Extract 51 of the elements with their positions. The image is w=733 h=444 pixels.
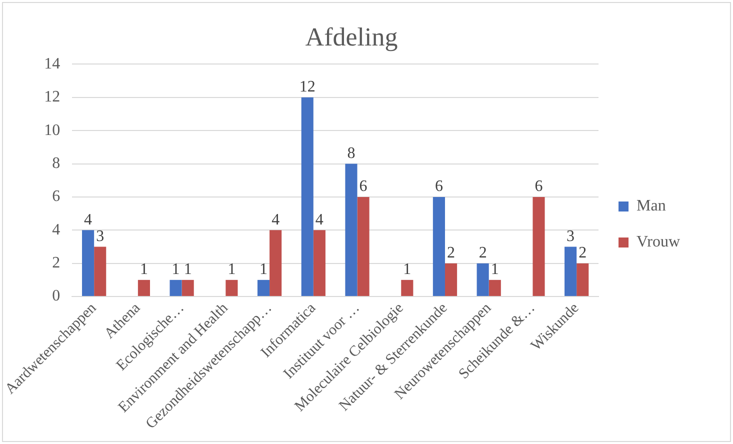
data-label: 3 [566,228,575,245]
data-label: 6 [534,178,543,196]
data-label: 1 [490,261,499,278]
bar [576,263,589,296]
y-tick-label: 14 [44,55,60,72]
y-tick-label: 12 [44,88,60,106]
data-label: 4 [315,211,324,228]
bar [226,280,238,296]
bar [182,280,194,296]
bar [488,280,501,296]
data-label: 6 [434,178,443,196]
bar [138,280,150,296]
bar [564,246,577,296]
data-label: 1 [403,261,412,278]
legend-label: Man [636,198,666,215]
y-tick-label: 10 [44,122,60,139]
bar [432,196,445,296]
data-label: 3 [96,228,104,245]
bar [82,230,94,296]
data-label: 2 [478,244,487,262]
y-tick-label: 2 [52,254,60,272]
data-label: 2 [447,244,456,262]
data-label: 1 [140,261,148,278]
data-label: 12 [299,78,316,96]
data-label: 1 [184,261,192,278]
data-label: 4 [272,211,280,228]
data-label: 6 [359,178,368,196]
data-label: 1 [228,261,236,278]
y-tick-label: 0 [52,288,60,305]
y-tick-label: 4 [52,221,60,238]
data-label: 1 [172,261,180,278]
bar [313,230,326,296]
bar [345,164,358,296]
bar [301,97,314,296]
legend-label: Vrouw [636,234,680,251]
y-tick-label: 6 [52,188,60,206]
bar [257,280,270,296]
bar [444,263,458,296]
bar [532,196,545,296]
data-label: 4 [84,211,92,228]
y-tick-label: 8 [52,154,60,172]
bar [270,230,282,296]
data-label: 2 [578,244,587,262]
bar [357,196,370,296]
chart-title: Afdeling [305,22,398,52]
bar [94,246,106,296]
bar [476,263,489,296]
data-label: 1 [260,261,268,278]
bar [401,280,414,296]
bar [170,280,182,296]
data-label: 8 [347,144,356,162]
